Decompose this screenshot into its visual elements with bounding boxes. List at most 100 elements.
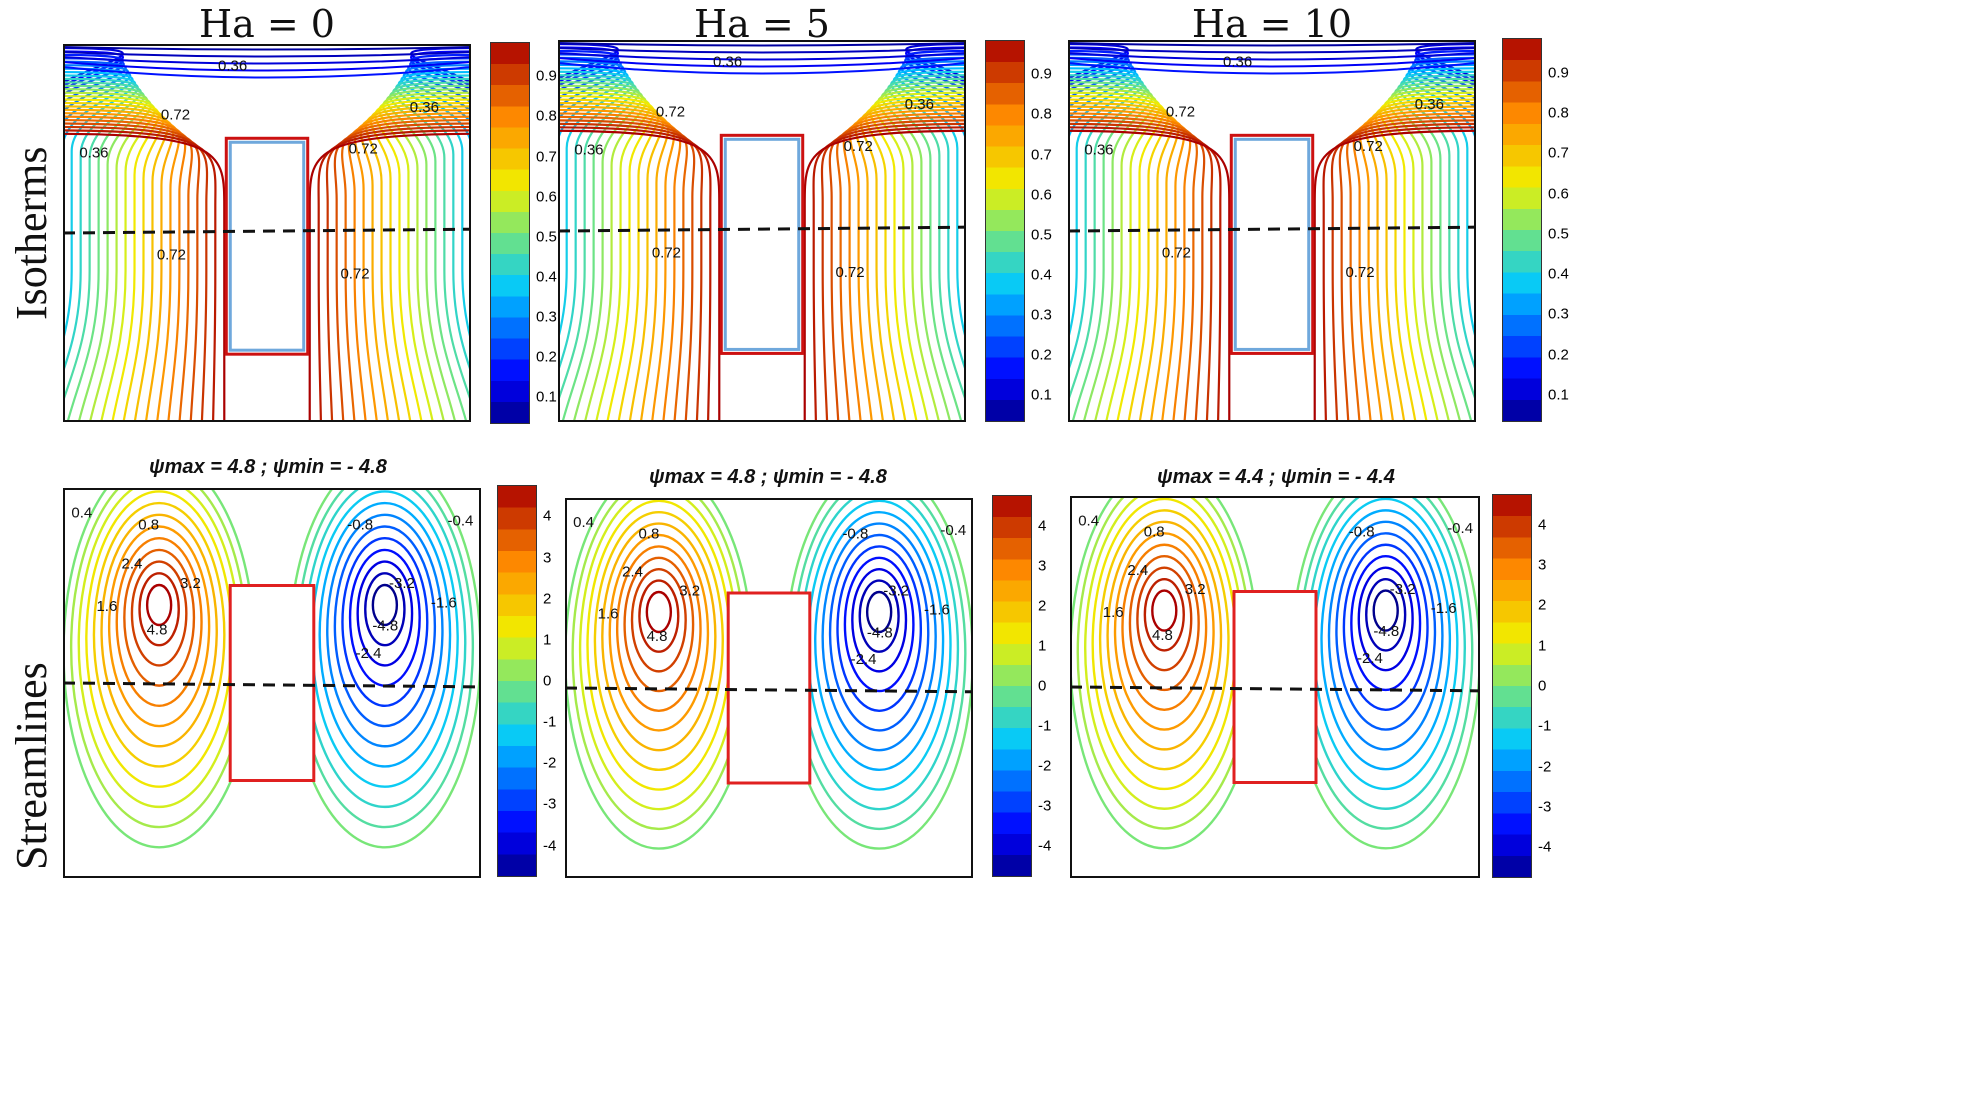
colorbar-tick-label: 0.4 <box>1031 266 1052 284</box>
streamline-contour <box>836 545 923 712</box>
streamline-contour <box>1070 496 1260 850</box>
contour-label: -2.4 <box>356 645 382 662</box>
isotherm-contour <box>63 94 471 422</box>
isotherm-contour <box>63 88 471 422</box>
isotherm-contour <box>1068 46 1476 84</box>
isotherm-contour <box>1068 42 1476 80</box>
streamline-contour <box>601 522 717 752</box>
colorbar-tick-label: 0.5 <box>1548 225 1569 243</box>
colorbar-tick-label: 0.5 <box>536 228 557 246</box>
colorbar-tick-label: 2 <box>1538 596 1547 614</box>
isotherm-contour <box>1068 84 1476 422</box>
col-title-ha5: Ha = 5 <box>694 2 830 46</box>
heated-block <box>228 584 316 782</box>
colorbar-tick-label: 1 <box>1038 637 1047 655</box>
isotherm-colorbar-ha5: 0.9 0.8 0.7 0.6 0.5 0.4 0.3 0.2 0.1 <box>985 40 1075 422</box>
colorbar-tick-label: 0.1 <box>1031 386 1052 404</box>
isotherm-contour <box>63 57 471 96</box>
streamline-contour <box>85 490 234 788</box>
colorbar-tick-label: 3 <box>1038 557 1047 575</box>
contour-label: -1.6 <box>431 594 457 611</box>
colorbar-tick-label: 4 <box>1538 516 1547 534</box>
streamline-contour <box>1113 532 1215 731</box>
isotherm-contour <box>1068 108 1476 422</box>
contour-label: -0.8 <box>347 516 373 533</box>
colorbar-tick-label: 0.6 <box>1031 186 1052 204</box>
contour-label: 1.6 <box>96 598 117 615</box>
isotherm-contour <box>63 66 471 79</box>
isotherm-contour <box>558 52 966 61</box>
streamline-contour <box>608 533 710 732</box>
midline <box>1068 225 1476 233</box>
contour-label: 0.36 <box>410 99 439 116</box>
contour-label: 0.36 <box>1084 142 1113 159</box>
streamline-contour <box>851 567 908 673</box>
isotherm-contour <box>63 70 471 292</box>
colorbar-tick-label: -2 <box>1038 757 1052 775</box>
contour-label: -1.6 <box>1431 600 1457 617</box>
isotherm-contour <box>1068 112 1476 422</box>
streamline-contour <box>310 490 459 788</box>
isotherm-contour <box>63 108 471 422</box>
contour-label: -2.4 <box>851 651 877 668</box>
contour-label: -3.2 <box>389 575 415 592</box>
contour-label: 0.72 <box>1354 138 1383 155</box>
isotherm-contour <box>1068 67 1476 290</box>
contour-label: -4.8 <box>867 624 893 641</box>
isotherm-contour <box>63 84 471 422</box>
contour-label: 0.72 <box>161 107 190 124</box>
streamline-contour <box>1143 577 1185 652</box>
isotherm-contour <box>63 64 471 113</box>
streamline-contour <box>364 572 406 647</box>
isotherm-contour <box>558 101 966 422</box>
colorbar-tick-label: -3 <box>1038 797 1052 815</box>
isotherm-contour <box>1068 47 1476 54</box>
isotherm-contour <box>558 42 966 47</box>
psi-label-ha0: ψmax = 4.8 ; ψmin = - 4.8 <box>149 456 387 478</box>
midline <box>63 227 471 235</box>
streamline-contour <box>1136 566 1193 672</box>
isotherm-contour <box>63 46 471 84</box>
isotherm-contour <box>1068 53 1476 92</box>
colorbar-tick-label: 0.9 <box>536 67 557 85</box>
streamline-contour <box>1121 543 1208 711</box>
streamline-contour <box>1350 555 1422 692</box>
streamline-contour <box>784 498 973 850</box>
panel-frame <box>558 40 966 422</box>
streamline-contour <box>371 583 399 627</box>
streamline-contour <box>645 590 673 634</box>
contour-label: 0.36 <box>79 144 108 161</box>
isotherm-colorbar-gradient <box>490 42 530 424</box>
streamline-contour <box>145 583 173 627</box>
heated-block <box>228 140 306 352</box>
isotherm-contour <box>558 42 966 80</box>
colorbar-tick-label: 1 <box>543 631 552 649</box>
isotherm-contour <box>63 46 471 51</box>
contour-label: 0.36 <box>218 57 247 74</box>
isotherm-contour <box>558 62 966 75</box>
isotherm-colorbar-ha0: 0.9 0.8 0.7 0.6 0.5 0.4 0.3 0.2 0.1 <box>490 42 580 424</box>
contour-label: 2.4 <box>622 564 643 581</box>
contour-label: 0.8 <box>638 526 659 543</box>
streamline-contour <box>1091 497 1238 791</box>
isotherm-contour <box>558 129 966 422</box>
colorbar-tick-label: 0.8 <box>1031 105 1052 123</box>
contour-label: 4.8 <box>1152 627 1173 644</box>
streamline-contour <box>1106 520 1223 751</box>
colorbar-tick-label: -1 <box>1038 717 1052 735</box>
streamline-panel-ha0: 0.8 1.6 2.4 3.2 4.8 0.4 -0.8 -1.6 -2.4 -3.2 -4.8 -0… <box>63 488 481 878</box>
isotherm-contour <box>1068 126 1476 422</box>
streamline-contour <box>814 511 945 772</box>
contour-label: -0.4 <box>940 522 966 539</box>
contour-label: 0.72 <box>349 141 378 158</box>
streamline-colorbar-gradient <box>992 495 1032 877</box>
isotherm-contour <box>1068 122 1476 422</box>
colorbar-tick-label: 0.9 <box>1031 65 1052 83</box>
colorbar-tick-label: 0.2 <box>1548 346 1569 364</box>
isotherm-contour <box>63 91 471 422</box>
streamline-contour <box>615 545 702 712</box>
heated-block-outline <box>1229 133 1315 355</box>
colorbar-tick-label: 2 <box>543 590 552 608</box>
isotherm-contour <box>1068 129 1476 422</box>
panel-frame <box>1070 496 1480 878</box>
